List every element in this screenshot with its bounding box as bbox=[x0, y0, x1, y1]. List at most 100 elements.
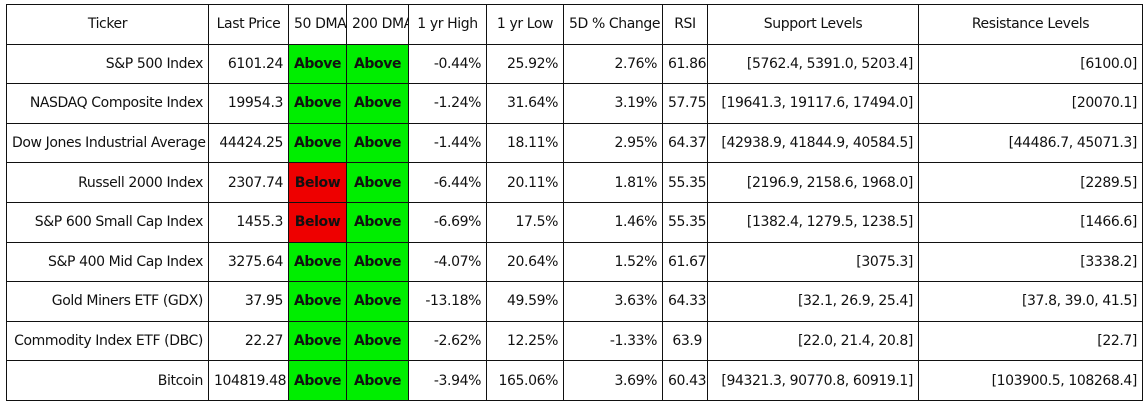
dma50-cell: Below bbox=[288, 162, 347, 203]
resistance-cell: [103900.5, 108268.4] bbox=[918, 360, 1143, 401]
header-last-price: Last Price bbox=[208, 4, 289, 45]
rsi-cell: 55.35 bbox=[662, 201, 708, 243]
market-summary-table-container: Ticker Last Price 50 DMA 200 DMA 1 yr Hi… bbox=[6, 4, 1143, 401]
rsi-cell: 64.33 bbox=[662, 281, 708, 322]
support-cell: [3075.3] bbox=[707, 241, 919, 283]
ticker-cell: Commodity Index ETF (DBC) bbox=[6, 320, 209, 362]
ticker-cell: NASDAQ Composite Index bbox=[6, 83, 209, 124]
ticker-cell: S&P 500 Index bbox=[6, 43, 209, 85]
dma50-cell: Above bbox=[288, 122, 347, 164]
table-row: Gold Miners ETF (GDX) 37.95 Above Above … bbox=[6, 281, 1143, 322]
yr-low-cell: 165.06% bbox=[486, 360, 564, 401]
yr-high-cell: -3.94% bbox=[408, 360, 487, 401]
dma200-cell: Above bbox=[346, 43, 409, 85]
support-cell: [2196.9, 2158.6, 1968.0] bbox=[707, 162, 919, 203]
table-body: S&P 500 Index 6101.24 Above Above -0.44%… bbox=[6, 43, 1143, 401]
rsi-cell: 63.9 bbox=[662, 320, 708, 362]
rsi-cell: 60.43 bbox=[662, 360, 708, 401]
header-5d-change: 5D % Change bbox=[563, 4, 663, 45]
header-1yr-high: 1 yr High bbox=[408, 4, 487, 45]
ticker-cell: Russell 2000 Index bbox=[6, 162, 209, 203]
ticker-cell: S&P 600 Small Cap Index bbox=[6, 201, 209, 243]
market-summary-table: Ticker Last Price 50 DMA 200 DMA 1 yr Hi… bbox=[6, 4, 1143, 401]
support-cell: [94321.3, 90770.8, 60919.1] bbox=[707, 360, 919, 401]
dma200-cell: Above bbox=[346, 241, 409, 283]
resistance-cell: [6100.0] bbox=[918, 43, 1143, 85]
resistance-cell: [1466.6] bbox=[918, 201, 1143, 243]
last-price-cell: 22.27 bbox=[208, 320, 289, 362]
yr-high-cell: -6.44% bbox=[408, 162, 487, 203]
change-5d-cell: 1.46% bbox=[563, 201, 663, 243]
resistance-cell: [37.8, 39.0, 41.5] bbox=[918, 281, 1143, 322]
table-row: NASDAQ Composite Index 19954.3 Above Abo… bbox=[6, 83, 1143, 124]
table-row: S&P 600 Small Cap Index 1455.3 Below Abo… bbox=[6, 201, 1143, 243]
dma200-cell: Above bbox=[346, 320, 409, 362]
header-resistance-levels: Resistance Levels bbox=[918, 4, 1143, 45]
support-cell: [1382.4, 1279.5, 1238.5] bbox=[707, 201, 919, 243]
change-5d-cell: 3.19% bbox=[563, 83, 663, 124]
table-row: S&P 500 Index 6101.24 Above Above -0.44%… bbox=[6, 43, 1143, 85]
dma200-cell: Above bbox=[346, 281, 409, 322]
last-price-cell: 37.95 bbox=[208, 281, 289, 322]
yr-low-cell: 49.59% bbox=[486, 281, 564, 322]
last-price-cell: 2307.74 bbox=[208, 162, 289, 203]
table-row: Russell 2000 Index 2307.74 Below Above -… bbox=[6, 162, 1143, 203]
rsi-cell: 55.35 bbox=[662, 162, 708, 203]
yr-low-cell: 12.25% bbox=[486, 320, 564, 362]
rsi-cell: 61.86 bbox=[662, 43, 708, 85]
support-cell: [19641.3, 19117.6, 17494.0] bbox=[707, 83, 919, 124]
rsi-cell: 61.67 bbox=[662, 241, 708, 283]
yr-high-cell: -1.24% bbox=[408, 83, 487, 124]
resistance-cell: [22.7] bbox=[918, 320, 1143, 362]
ticker-cell: Bitcoin bbox=[6, 360, 209, 401]
last-price-cell: 3275.64 bbox=[208, 241, 289, 283]
yr-high-cell: -1.44% bbox=[408, 122, 487, 164]
dma200-cell: Above bbox=[346, 83, 409, 124]
yr-low-cell: 20.11% bbox=[486, 162, 564, 203]
support-cell: [42938.9, 41844.9, 40584.5] bbox=[707, 122, 919, 164]
yr-high-cell: -2.62% bbox=[408, 320, 487, 362]
support-cell: [32.1, 26.9, 25.4] bbox=[707, 281, 919, 322]
dma200-cell: Above bbox=[346, 122, 409, 164]
dma200-cell: Above bbox=[346, 201, 409, 243]
change-5d-cell: 3.69% bbox=[563, 360, 663, 401]
last-price-cell: 1455.3 bbox=[208, 201, 289, 243]
dma50-cell: Above bbox=[288, 320, 347, 362]
yr-high-cell: -4.07% bbox=[408, 241, 487, 283]
table-row: Commodity Index ETF (DBC) 22.27 Above Ab… bbox=[6, 320, 1143, 362]
ticker-cell: Dow Jones Industrial Average bbox=[6, 122, 209, 164]
yr-low-cell: 25.92% bbox=[486, 43, 564, 85]
dma50-cell: Above bbox=[288, 360, 347, 401]
change-5d-cell: 1.52% bbox=[563, 241, 663, 283]
header-50-dma: 50 DMA bbox=[288, 4, 347, 45]
yr-low-cell: 20.64% bbox=[486, 241, 564, 283]
table-row: Bitcoin 104819.48 Above Above -3.94% 165… bbox=[6, 360, 1143, 401]
support-cell: [22.0, 21.4, 20.8] bbox=[707, 320, 919, 362]
dma50-cell: Above bbox=[288, 43, 347, 85]
yr-low-cell: 17.5% bbox=[486, 201, 564, 243]
header-support-levels: Support Levels bbox=[707, 4, 919, 45]
header-rsi: RSI bbox=[662, 4, 708, 45]
last-price-cell: 44424.25 bbox=[208, 122, 289, 164]
support-cell: [5762.4, 5391.0, 5203.4] bbox=[707, 43, 919, 85]
resistance-cell: [3338.2] bbox=[918, 241, 1143, 283]
table-row: Dow Jones Industrial Average 44424.25 Ab… bbox=[6, 122, 1143, 164]
resistance-cell: [2289.5] bbox=[918, 162, 1143, 203]
rsi-cell: 57.75 bbox=[662, 83, 708, 124]
last-price-cell: 104819.48 bbox=[208, 360, 289, 401]
change-5d-cell: 2.76% bbox=[563, 43, 663, 85]
yr-high-cell: -0.44% bbox=[408, 43, 487, 85]
yr-low-cell: 31.64% bbox=[486, 83, 564, 124]
header-row: Ticker Last Price 50 DMA 200 DMA 1 yr Hi… bbox=[6, 4, 1143, 45]
header-200-dma: 200 DMA bbox=[346, 4, 409, 45]
yr-low-cell: 18.11% bbox=[486, 122, 564, 164]
last-price-cell: 19954.3 bbox=[208, 83, 289, 124]
rsi-cell: 64.37 bbox=[662, 122, 708, 164]
yr-high-cell: -6.69% bbox=[408, 201, 487, 243]
dma50-cell: Above bbox=[288, 281, 347, 322]
change-5d-cell: -1.33% bbox=[563, 320, 663, 362]
header-ticker: Ticker bbox=[6, 4, 209, 45]
dma50-cell: Above bbox=[288, 83, 347, 124]
change-5d-cell: 1.81% bbox=[563, 162, 663, 203]
dma200-cell: Above bbox=[346, 162, 409, 203]
